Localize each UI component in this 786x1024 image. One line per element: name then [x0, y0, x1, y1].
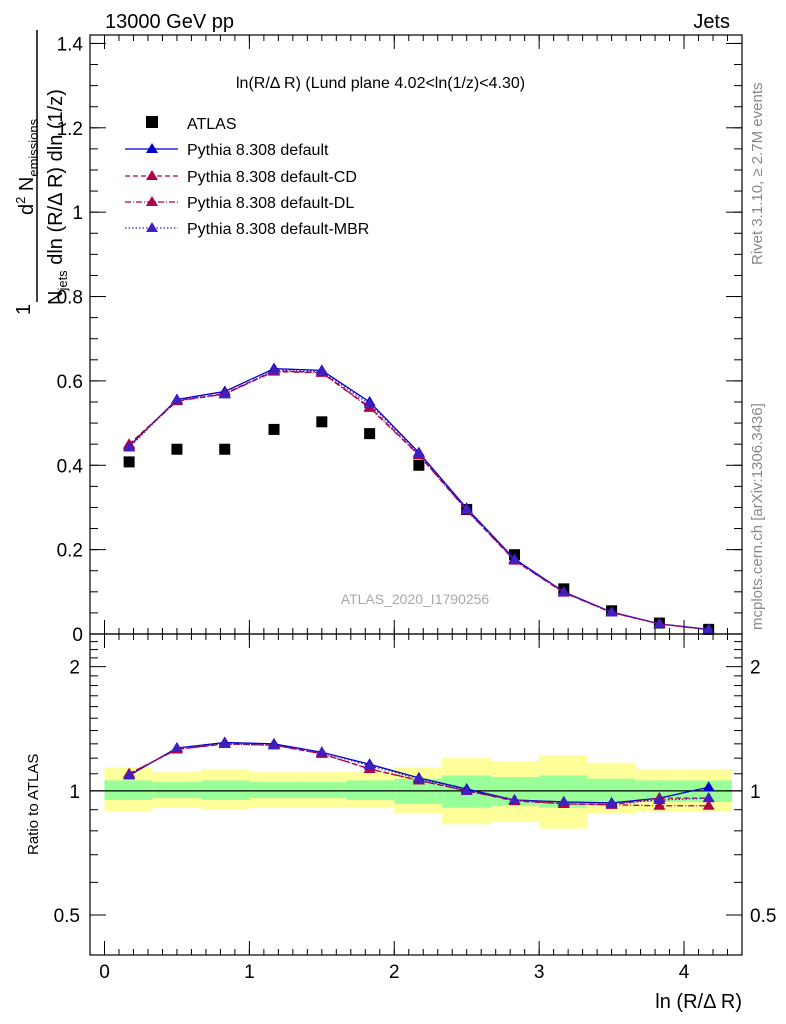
ratio-point-4	[460, 784, 473, 795]
main-plot-series	[123, 362, 715, 635]
mcplots-label: mcplots.cern.ch [arXiv:1306.3436]	[749, 403, 766, 630]
ratio-y-tick-label-right: 1	[750, 782, 761, 803]
inner-band-bin	[249, 782, 298, 799]
plot-axes: 0 1 2 3 4 0 0.2 0.4 0.6 0.8 1 1.2 1.4 0.5 0.5 1 1 2 2	[54, 34, 776, 983]
legend-label-dl: Pythia 8.308 default-DL	[187, 195, 354, 212]
ratio-plot-series	[123, 736, 715, 810]
series-point-4	[268, 364, 281, 375]
header-energy-label: 13000 GeV pp	[105, 11, 234, 33]
inner-band-bin	[346, 780, 395, 801]
atlas-data-point	[219, 443, 231, 455]
series-point-4	[412, 447, 425, 458]
plot-title: ln(R/Δ R) (Lund plane 4.02<ln(1/z)<4.30)	[236, 75, 525, 92]
ratio-y-tick-label-right: 0.5	[750, 906, 776, 927]
header-jets-label: Jets	[693, 11, 730, 33]
svg-text:Njets dln (R/Δ R) dln (1/z): Njets dln (R/Δ R) dln (1/z)	[45, 89, 70, 305]
legend-marker-cd	[146, 170, 158, 180]
x-tick-label: 0	[99, 962, 110, 983]
series-point-4	[557, 586, 570, 597]
inner-band-bin	[152, 782, 202, 799]
legend-label-atlas: ATLAS	[187, 116, 237, 133]
atlas-data-point	[316, 416, 328, 428]
svg-text:d2 Nemissions: d2 Nemissions	[13, 118, 41, 215]
main-y-axis-label: 1 Njets dln (R/Δ R) dln (1/z) d2 Nemissi…	[13, 30, 70, 315]
main-y-tick-label: 1	[72, 203, 83, 224]
x-axis-label: ln (R/Δ R)	[655, 991, 742, 1013]
main-y-tick-label: 0.8	[57, 288, 83, 309]
ratio-point-1	[702, 781, 715, 792]
inner-band-bin	[104, 780, 153, 801]
main-y-tick-label: 1.2	[57, 119, 83, 140]
atlas-data-point	[171, 443, 183, 455]
main-y-tick-label: 0.4	[57, 456, 84, 477]
ratio-y-tick-label-left: 1	[69, 782, 80, 803]
ratio-point-3	[702, 799, 715, 810]
x-tick-label: 3	[534, 962, 545, 983]
series-point-4	[123, 441, 136, 452]
legend-marker-atlas	[146, 116, 158, 128]
analysis-watermark: ATLAS_2020_I1790256	[341, 591, 490, 607]
ratio-point-4	[557, 795, 570, 806]
main-y-tick-label: 1.4	[57, 34, 84, 55]
series-point-4	[460, 503, 473, 514]
legend-label-default: Pythia 8.308 default	[187, 142, 329, 159]
series-point-4	[218, 388, 231, 399]
atlas-data-point	[268, 423, 280, 435]
main-y-tick-label: 0.6	[57, 372, 83, 393]
ratio-uncertainty-bands	[90, 755, 742, 829]
x-tick-label: 2	[389, 962, 400, 983]
svg-text:1: 1	[13, 304, 35, 315]
x-tick-label: 4	[679, 962, 690, 983]
series-point-4	[605, 606, 618, 617]
ratio-point-4	[508, 794, 521, 805]
atlas-data-point	[413, 459, 425, 471]
series-point-4	[315, 365, 328, 376]
series-point-4	[170, 393, 183, 404]
ratio-point-4	[123, 769, 136, 780]
ratio-y-tick-label-right: 2	[750, 658, 761, 679]
legend-marker-dl	[146, 196, 158, 206]
ratio-point-4	[268, 739, 281, 750]
ratio-point-4	[363, 759, 376, 770]
main-y-tick-label: 0.2	[57, 541, 83, 562]
ratio-point-4	[653, 794, 666, 805]
ratio-point-4	[315, 746, 328, 757]
series-point-4	[653, 617, 666, 628]
ratio-y-axis-label: Ratio to ATLAS	[25, 754, 42, 855]
legend-label-mbr: Pythia 8.308 default-MBR	[187, 221, 369, 238]
series-point-4	[363, 398, 376, 409]
ratio-point-4	[218, 737, 231, 748]
ratio-point-4	[412, 772, 425, 783]
series-point-4	[702, 623, 715, 634]
atlas-data-point	[123, 456, 135, 468]
ratio-point-4	[702, 792, 715, 803]
legend-label-cd: Pythia 8.308 default-CD	[187, 169, 357, 186]
ratio-point-3	[653, 799, 666, 810]
ratio-plot-frame	[89, 633, 743, 956]
legend-marker-default	[146, 143, 158, 153]
ratio-point-4	[605, 797, 618, 808]
atlas-data-point	[364, 428, 376, 440]
inner-band-bin	[297, 782, 347, 799]
x-tick-label: 1	[244, 962, 255, 983]
legend-marker-mbr	[146, 222, 158, 232]
series-point-4	[508, 553, 521, 564]
ratio-point-4	[170, 742, 183, 753]
inner-band-bin	[201, 780, 250, 801]
main-y-tick-label: 0	[72, 625, 83, 646]
ratio-y-tick-label-left: 2	[69, 658, 80, 679]
legend: ATLAS Pythia 8.308 default Pythia 8.308 …	[125, 116, 369, 238]
ratio-y-tick-label-left: 0.5	[54, 906, 80, 927]
rivet-label: Rivet 3.1.10, ≥ 2.7M events	[749, 83, 766, 266]
